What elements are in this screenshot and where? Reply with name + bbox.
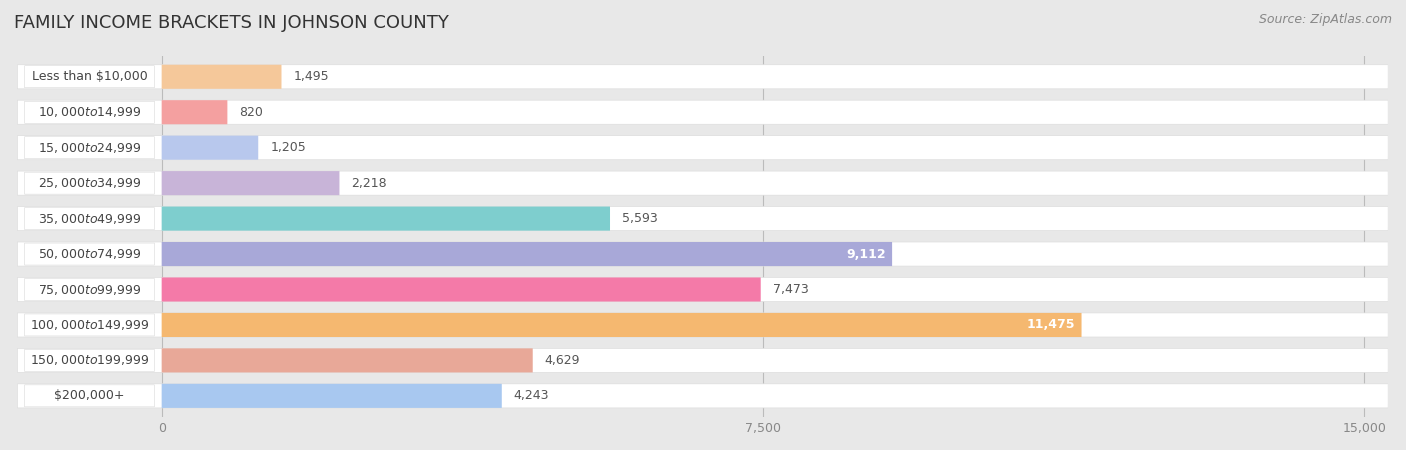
FancyBboxPatch shape <box>17 135 1388 160</box>
FancyBboxPatch shape <box>162 65 281 89</box>
Text: $15,000 to $24,999: $15,000 to $24,999 <box>38 141 141 155</box>
FancyBboxPatch shape <box>17 207 1388 231</box>
FancyBboxPatch shape <box>17 100 1388 124</box>
FancyBboxPatch shape <box>162 100 228 124</box>
Text: $150,000 to $199,999: $150,000 to $199,999 <box>30 353 149 367</box>
FancyBboxPatch shape <box>24 349 155 371</box>
FancyBboxPatch shape <box>17 348 1388 373</box>
FancyBboxPatch shape <box>17 242 1388 266</box>
FancyBboxPatch shape <box>162 171 339 195</box>
Text: $100,000 to $149,999: $100,000 to $149,999 <box>30 318 149 332</box>
Text: $75,000 to $99,999: $75,000 to $99,999 <box>38 283 141 297</box>
FancyBboxPatch shape <box>162 313 1081 337</box>
Text: $50,000 to $74,999: $50,000 to $74,999 <box>38 247 141 261</box>
FancyBboxPatch shape <box>162 348 533 373</box>
Text: 1,205: 1,205 <box>270 141 307 154</box>
FancyBboxPatch shape <box>17 384 1388 408</box>
FancyBboxPatch shape <box>162 384 502 408</box>
FancyBboxPatch shape <box>17 313 1388 337</box>
FancyBboxPatch shape <box>17 65 1388 89</box>
Text: 5,593: 5,593 <box>621 212 658 225</box>
FancyBboxPatch shape <box>24 207 155 230</box>
Text: Source: ZipAtlas.com: Source: ZipAtlas.com <box>1258 14 1392 27</box>
FancyBboxPatch shape <box>24 314 155 336</box>
Text: 4,629: 4,629 <box>544 354 581 367</box>
Text: 4,243: 4,243 <box>513 389 550 402</box>
Text: 7,473: 7,473 <box>773 283 808 296</box>
Text: Less than $10,000: Less than $10,000 <box>31 70 148 83</box>
FancyBboxPatch shape <box>162 207 610 231</box>
FancyBboxPatch shape <box>24 172 155 194</box>
Text: 1,495: 1,495 <box>294 70 329 83</box>
Text: $10,000 to $14,999: $10,000 to $14,999 <box>38 105 141 119</box>
Text: 2,218: 2,218 <box>352 177 387 189</box>
FancyBboxPatch shape <box>24 137 155 159</box>
FancyBboxPatch shape <box>24 279 155 301</box>
FancyBboxPatch shape <box>162 242 893 266</box>
Text: 820: 820 <box>239 106 263 119</box>
FancyBboxPatch shape <box>162 135 259 160</box>
FancyBboxPatch shape <box>24 66 155 88</box>
Text: $200,000+: $200,000+ <box>55 389 125 402</box>
FancyBboxPatch shape <box>24 243 155 265</box>
FancyBboxPatch shape <box>17 278 1388 302</box>
Text: $25,000 to $34,999: $25,000 to $34,999 <box>38 176 141 190</box>
FancyBboxPatch shape <box>162 278 761 302</box>
Text: 11,475: 11,475 <box>1026 319 1076 332</box>
FancyBboxPatch shape <box>17 171 1388 195</box>
Text: 9,112: 9,112 <box>846 248 886 261</box>
Text: FAMILY INCOME BRACKETS IN JOHNSON COUNTY: FAMILY INCOME BRACKETS IN JOHNSON COUNTY <box>14 14 449 32</box>
FancyBboxPatch shape <box>24 101 155 123</box>
FancyBboxPatch shape <box>24 385 155 407</box>
Text: $35,000 to $49,999: $35,000 to $49,999 <box>38 212 141 225</box>
